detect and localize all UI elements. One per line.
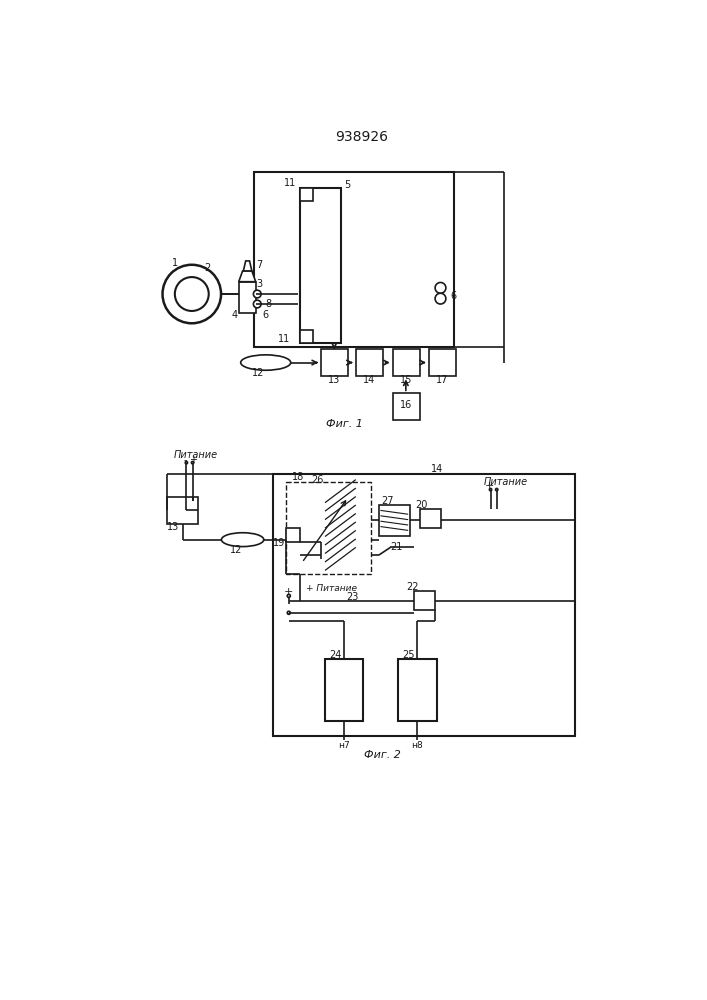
Text: 24: 24 [329,650,341,660]
Text: 21: 21 [390,542,403,552]
Text: 938926: 938926 [335,130,388,144]
Text: 12: 12 [252,368,264,378]
Text: 13: 13 [328,375,340,385]
Ellipse shape [240,355,291,370]
Text: -: - [287,608,291,618]
Bar [414,591,435,610]
Circle shape [496,488,498,491]
Text: +: + [284,587,293,597]
Text: 12: 12 [230,545,243,555]
Circle shape [253,290,261,298]
Text: 3: 3 [257,279,262,289]
Polygon shape [239,271,256,282]
Text: 19: 19 [273,538,285,548]
Bar [420,509,441,528]
Text: 4: 4 [231,310,238,320]
Circle shape [163,265,221,323]
Circle shape [175,277,209,311]
Text: 2: 2 [204,263,210,273]
Text: 8: 8 [266,299,271,309]
Text: 26: 26 [311,475,324,485]
Text: 18: 18 [292,472,304,482]
Text: н7: н7 [339,741,350,750]
Text: 25: 25 [402,650,414,660]
Bar [356,349,382,376]
Bar [254,172,455,347]
Circle shape [287,594,291,597]
Text: 16: 16 [399,400,412,410]
Text: +: + [189,455,197,465]
Text: Питание: Питание [174,450,218,460]
Bar [398,659,437,721]
Bar [393,393,420,420]
Text: 6: 6 [262,310,269,320]
Circle shape [287,611,291,614]
Text: 20: 20 [415,500,428,510]
Circle shape [185,461,187,464]
Circle shape [435,293,446,304]
Text: 17: 17 [436,375,448,385]
Text: Фиг. 1: Фиг. 1 [326,419,363,429]
Circle shape [435,282,446,293]
Text: н8: н8 [411,741,423,750]
Text: 22: 22 [406,582,419,592]
Text: 5: 5 [344,180,351,190]
Text: + Питание: + Питание [305,584,357,593]
Text: 14: 14 [431,464,443,474]
Polygon shape [243,261,252,271]
Text: 13: 13 [167,522,180,532]
Text: Фиг. 2: Фиг. 2 [364,750,401,760]
Text: 14: 14 [363,375,375,385]
Text: Питание: Питание [484,477,528,487]
Text: 1: 1 [172,258,178,268]
Bar [167,497,198,524]
Text: 7: 7 [257,260,263,270]
Circle shape [489,488,491,491]
Bar [379,505,409,536]
Ellipse shape [221,533,264,547]
Circle shape [253,300,261,308]
Circle shape [192,461,194,464]
Bar [300,188,341,343]
Bar [300,330,312,343]
Bar [286,482,371,574]
Text: -: - [183,455,187,465]
Bar [429,349,456,376]
Text: 11: 11 [284,178,296,188]
Text: 27: 27 [381,496,394,506]
Text: 23: 23 [346,592,358,602]
Text: 15: 15 [399,375,412,385]
Bar [274,474,575,736]
Bar [300,188,312,201]
Bar [239,282,256,312]
Bar [393,349,420,376]
Bar [321,349,348,376]
Text: +: + [484,481,493,491]
Bar [325,659,363,721]
Text: 11: 11 [278,334,291,344]
Bar [286,528,300,542]
Text: 6: 6 [450,291,457,301]
